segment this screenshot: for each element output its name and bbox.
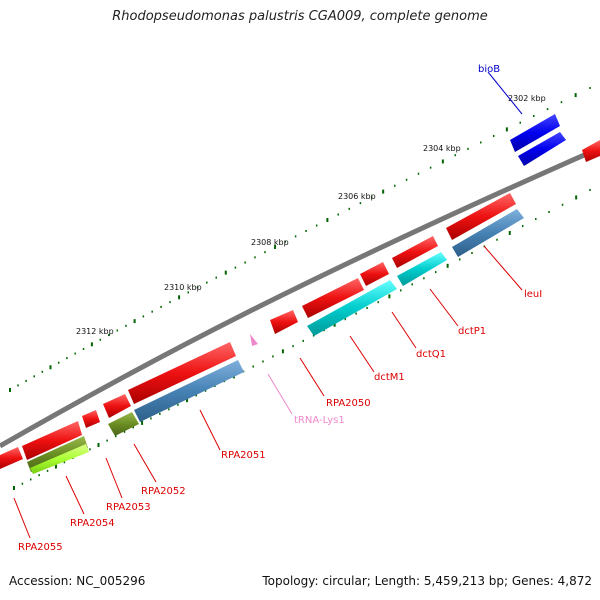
label-dctM1: dctM1 (374, 372, 405, 383)
feature-dctQ1[interactable] (360, 262, 389, 286)
label-RPA2053: RPA2053 (106, 502, 151, 513)
label-tRNA-Lys1: tRNA-Lys1 (294, 415, 345, 426)
summary-text: Topology: circular; Length: 5,459,213 bp… (262, 574, 592, 588)
feature-RPA2050[interactable] (270, 310, 298, 334)
feature-edge-right[interactable] (582, 140, 600, 162)
tick-label-2312: 2312 kbp (76, 327, 114, 336)
feature-bioB[interactable] (510, 114, 566, 166)
tick-label-2304: 2304 kbp (423, 144, 461, 153)
label-dctQ1: dctQ1 (416, 349, 446, 360)
accession-text: Accession: NC_005296 (9, 574, 146, 588)
label-bioB: bioB (478, 64, 500, 75)
feature-dctM1[interactable] (302, 278, 397, 336)
feature-dctP1[interactable] (392, 236, 447, 286)
tick-labels: 2302 kbp 2304 kbp 2306 kbp 2308 kbp 2310… (76, 94, 546, 336)
feature-RPA2053[interactable] (82, 410, 100, 428)
label-RPA2054: RPA2054 (70, 518, 115, 529)
feature-RPA2054[interactable] (22, 421, 89, 474)
tick-label-2306: 2306 kbp (338, 192, 376, 201)
feature-tRNA-Lys1[interactable] (250, 334, 258, 346)
feature-leuI[interactable] (446, 193, 524, 257)
feature-RPA2055[interactable] (0, 447, 23, 469)
label-RPA2051: RPA2051 (221, 450, 266, 461)
tick-label-2308: 2308 kbp (251, 238, 289, 247)
tick-marks (9, 87, 591, 490)
gene-labels: bioB leuI dctP1 dctQ1 dctM1 RPA2050 tRNA… (13, 64, 542, 553)
feature-RPA2051[interactable] (128, 342, 244, 422)
feature-RPA2052[interactable] (103, 394, 139, 436)
tick-label-2310: 2310 kbp (164, 283, 202, 292)
label-RPA2055: RPA2055 (18, 542, 63, 553)
gene-features (0, 114, 600, 474)
label-dctP1: dctP1 (458, 326, 486, 337)
map-title: Rhodopseudomonas palustris CGA009, compl… (112, 9, 488, 24)
genome-backbone (0, 145, 600, 449)
label-RPA2052: RPA2052 (141, 486, 186, 497)
label-leuI: leuI (524, 289, 542, 300)
tick-label-2302: 2302 kbp (508, 94, 546, 103)
label-RPA2050: RPA2050 (326, 398, 371, 409)
